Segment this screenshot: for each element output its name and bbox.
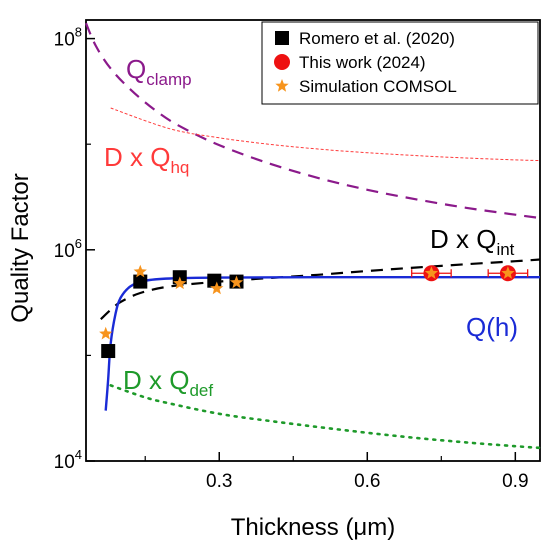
y-tick-exponent: 6 bbox=[75, 236, 82, 251]
square-marker bbox=[101, 344, 116, 359]
legend-star-marker bbox=[275, 79, 289, 92]
curve-label-q-h-: Q(h) bbox=[466, 312, 518, 342]
y-tick-exponent: 4 bbox=[75, 447, 82, 462]
curve-label-q-clamp: Qclamp bbox=[126, 54, 192, 89]
curve-q-int bbox=[100, 258, 541, 321]
curve-label-main: Q bbox=[126, 54, 146, 84]
y-tick-base: 10 bbox=[54, 452, 75, 473]
plot-frame bbox=[85, 19, 541, 462]
legend-label: This work (2024) bbox=[299, 53, 426, 72]
curve-label-q-def: D x Qdef bbox=[123, 365, 213, 400]
star-marker bbox=[424, 266, 439, 279]
x-tick-label: 0.3 bbox=[206, 471, 232, 492]
legend: Romero et al. (2020) This work (2024) Simu… bbox=[261, 21, 539, 105]
curve-q-def bbox=[109, 384, 542, 450]
markers bbox=[99, 264, 529, 359]
star-marker bbox=[229, 275, 244, 289]
y-axis-title: Quality Factor bbox=[7, 173, 34, 322]
legend-square-marker bbox=[275, 31, 289, 45]
legend-box bbox=[261, 21, 539, 105]
curve-label-q-int: D x Qint bbox=[430, 224, 515, 259]
legend-circle-marker bbox=[274, 54, 290, 70]
curve-label-sub: int bbox=[496, 240, 514, 259]
curve-label-sub: hq bbox=[170, 158, 189, 177]
curve-label-main: D x Q bbox=[430, 224, 496, 254]
curve-label-main: D x Q bbox=[104, 142, 170, 172]
star-marker bbox=[210, 281, 224, 295]
curve-label-main: Q(h) bbox=[466, 312, 518, 342]
curve-label-sub: clamp bbox=[146, 70, 191, 89]
legend-label: Simulation COMSOL bbox=[299, 77, 457, 96]
star-marker bbox=[99, 326, 113, 340]
legend-label: Romero et al. (2020) bbox=[299, 29, 455, 48]
curve-q-hq bbox=[110, 107, 541, 162]
curve-label-sub: def bbox=[189, 381, 213, 400]
square-marker bbox=[207, 273, 222, 288]
y-tick-label: 104 bbox=[54, 447, 82, 473]
y-tick-exponent: 8 bbox=[75, 25, 82, 40]
x-tick-label: 0.9 bbox=[502, 471, 528, 492]
y-tick-label: 106 bbox=[54, 236, 82, 262]
star-marker bbox=[133, 264, 147, 278]
square-marker bbox=[133, 274, 148, 289]
star-marker bbox=[501, 266, 515, 279]
curve-label-q-hq: D x Qhq bbox=[104, 142, 189, 177]
curve-q-clamp bbox=[84, 22, 541, 220]
x-tick-label: 0.6 bbox=[354, 471, 380, 492]
y-tick-base: 10 bbox=[54, 241, 75, 262]
star-marker bbox=[173, 276, 187, 290]
y-tick-label: 108 bbox=[54, 25, 82, 51]
y-tick-base: 10 bbox=[54, 30, 75, 51]
curve-label-main: D x Q bbox=[123, 365, 189, 395]
x-axis-title: Thickness (μm) bbox=[231, 514, 396, 541]
